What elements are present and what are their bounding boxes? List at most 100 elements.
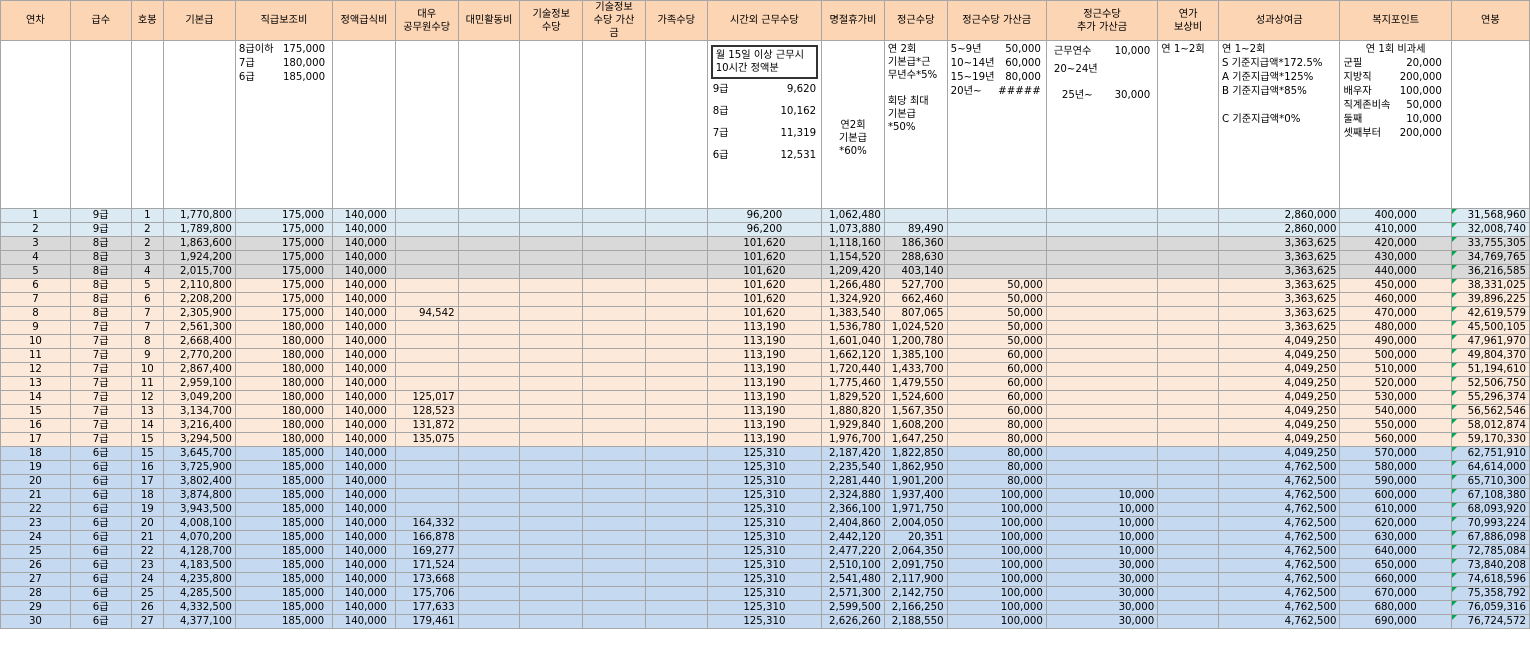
table-cell: 570,000 [1339,446,1452,461]
table-cell [644,208,708,223]
note-label: 셋째부터 [1343,128,1381,139]
table-cell: 2,668,400 [163,334,236,349]
table-cell [394,292,459,307]
table-cell: 2,117,900 [883,572,948,587]
table-cell: 1,479,550 [883,376,948,391]
table-cell: 47,961,970 [1450,334,1530,349]
table-cell: 403,140 [883,264,948,279]
table-cell [457,236,521,251]
table-cell [644,222,708,237]
table-cell: 25 [0,544,71,559]
table-cell: 140,000 [332,516,396,531]
table-cell [582,334,646,349]
table-cell [582,432,646,447]
table-cell [457,586,521,601]
table-cell [394,278,459,293]
table-cell [457,264,521,279]
table-cell: 18 [0,446,71,461]
table-cell: 21 [0,488,71,503]
table-cell [1157,502,1219,517]
table-cell: 2,571,300 [821,586,885,601]
table-cell: 166,878 [394,530,459,545]
table-cell: 3,134,700 [163,404,236,419]
note-label: 6급 [712,150,729,161]
table-row: 20 6급 17 3,802,400 185,000 140,000 125,310 2,28… [0,474,1530,489]
table-cell: 140,000 [332,376,396,391]
table-row: 8 8급 7 2,305,900 175,000 140,000 94,542 101,620… [0,306,1530,321]
note-label: 지방직 [1343,72,1372,83]
table-cell: 16 [0,418,71,433]
table-cell: 4,762,500 [1217,544,1341,559]
table-cell [582,502,646,517]
column-header: 정근수당 추가 가산금 [1045,0,1159,41]
table-cell [644,572,708,587]
table-cell: 23 [0,516,71,531]
diligence-note: 연 2회 기본급*근 무년수*5% 회당 최대 기본급*50% [883,40,948,209]
note-value: 180,000 [282,58,326,69]
table-cell: 560,000 [1339,432,1452,447]
table-cell: 125,310 [706,502,823,517]
table-cell: 185,000 [234,614,334,629]
table-cell: 11 [130,376,165,391]
table-cell: 2,110,800 [163,278,236,293]
table-cell: 101,620 [706,264,823,279]
table-cell: 540,000 [1339,404,1452,419]
table-cell: 72,785,084 [1450,544,1530,559]
note-value: 12,531 [780,150,817,161]
table-cell [1045,348,1159,363]
table-cell [644,264,708,279]
table-cell: 30,000 [1045,614,1159,629]
table-cell [519,222,584,237]
table-cell [1045,362,1159,377]
column-header: 연봉 [1450,0,1530,41]
table-cell [519,558,584,573]
table-cell: 680,000 [1339,600,1452,615]
table-cell: 185,000 [234,488,334,503]
table-cell: 2,281,440 [821,474,885,489]
table-cell: 113,190 [706,404,823,419]
table-cell: 6급 [69,586,132,601]
table-cell: 2,561,300 [163,320,236,335]
table-cell: 185,000 [234,530,334,545]
table-cell [644,250,708,265]
table-cell [1045,208,1159,223]
table-cell: 101,620 [706,306,823,321]
note-label: 8급 [712,106,729,117]
table-cell: 100,000 [946,544,1047,559]
table-cell: 7급 [69,390,132,405]
table-cell [1045,376,1159,391]
table-cell: 610,000 [1339,502,1452,517]
table-cell [519,460,584,475]
table-cell: 2,142,750 [883,586,948,601]
table-cell: 100,000 [946,516,1047,531]
table-cell: 7급 [69,348,132,363]
table-cell: 20,351 [883,530,948,545]
table-cell [457,348,521,363]
column-header: 정액급식비 [332,0,396,41]
table-cell [519,516,584,531]
table-cell: 28 [0,586,71,601]
table-cell: 6급 [69,502,132,517]
table-cell: 2,208,200 [163,292,236,307]
table-cell: 4,332,500 [163,600,236,615]
table-cell [519,474,584,489]
table-cell [1045,418,1159,433]
table-cell [582,348,646,363]
table-cell: 20 [130,516,165,531]
table-cell [644,558,708,573]
table-cell [457,320,521,335]
table-cell [394,208,459,223]
table-cell: 1,062,480 [821,208,885,223]
table-cell: 113,190 [706,320,823,335]
table-cell: 89,490 [883,222,948,237]
table-cell: 6급 [69,558,132,573]
table-cell: 2,626,260 [821,614,885,629]
table-row: 4 8급 3 1,924,200 175,000 140,000 101,620 1,154,… [0,250,1530,265]
table-cell: 94,542 [394,306,459,321]
table-cell: 1,024,520 [883,320,948,335]
note-label: 배우자 [1343,86,1372,97]
table-cell: 1,154,520 [821,250,885,265]
table-cell: 101,620 [706,236,823,251]
table-cell: 2,959,100 [163,376,236,391]
table-cell: 1,567,350 [883,404,948,419]
